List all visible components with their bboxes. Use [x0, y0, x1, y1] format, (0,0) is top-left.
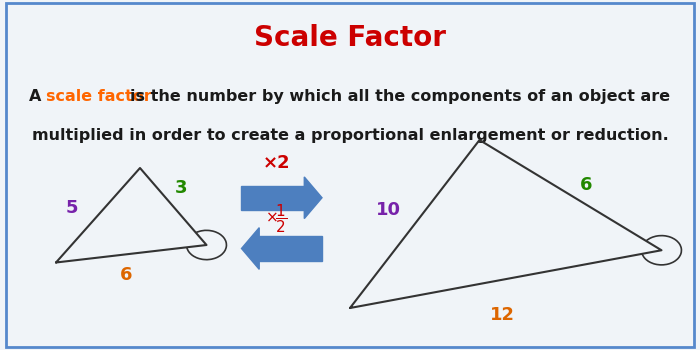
- Polygon shape: [241, 228, 259, 270]
- Text: ×2: ×2: [262, 154, 290, 172]
- Bar: [241, 186, 304, 210]
- Text: multiplied in order to create a proportional enlargement or reduction.: multiplied in order to create a proporti…: [32, 128, 668, 143]
- Bar: [259, 236, 322, 261]
- Text: 12: 12: [490, 306, 515, 324]
- Text: 6: 6: [580, 176, 593, 195]
- Text: 3: 3: [174, 179, 187, 197]
- Text: 10: 10: [376, 201, 401, 219]
- Text: Scale Factor: Scale Factor: [254, 25, 446, 52]
- Text: $\times\!\dfrac{1}{2}$: $\times\!\dfrac{1}{2}$: [265, 202, 286, 235]
- Text: 6: 6: [120, 266, 132, 284]
- Text: is the number by which all the components of an object are: is the number by which all the component…: [130, 89, 670, 104]
- Text: A: A: [29, 89, 42, 104]
- Text: scale factor: scale factor: [46, 89, 151, 104]
- Text: 5: 5: [66, 199, 78, 217]
- Polygon shape: [304, 177, 322, 218]
